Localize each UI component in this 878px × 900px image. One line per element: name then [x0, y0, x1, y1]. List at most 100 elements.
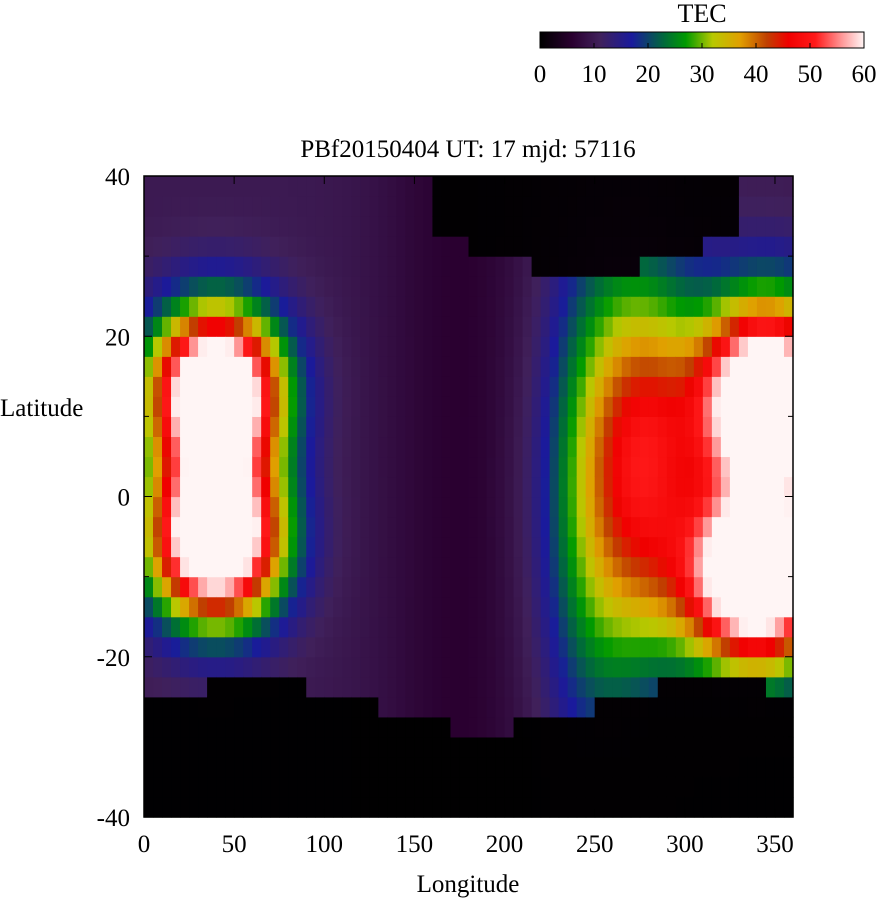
heatmap-cell	[585, 476, 596, 498]
heatmap-cell	[540, 416, 551, 438]
heatmap-cell	[243, 236, 253, 257]
heatmap-cell	[324, 596, 334, 618]
heatmap-cell	[657, 496, 668, 518]
heatmap-cell	[207, 536, 217, 558]
heatmap-cell	[342, 336, 352, 357]
heatmap-cell	[711, 396, 722, 417]
heatmap-cell	[729, 776, 740, 798]
heatmap-cell	[315, 316, 325, 337]
heatmap-cell	[477, 796, 488, 818]
heatmap-cell	[342, 276, 352, 297]
heatmap-cell	[594, 556, 605, 578]
heatmap-cell	[441, 736, 452, 758]
heatmap-cell	[513, 416, 524, 438]
heatmap-cell	[333, 616, 343, 638]
heatmap-cell	[396, 196, 406, 217]
heatmap-cell	[585, 616, 596, 638]
heatmap-cell	[342, 456, 352, 478]
heatmap-cell	[594, 676, 605, 698]
heatmap-cell	[639, 736, 650, 758]
heatmap-cell	[261, 776, 271, 798]
colorbar: TEC 0 10 20 30 40 50 60	[534, 0, 877, 88]
heatmap-cell	[684, 456, 695, 478]
heatmap-cell	[567, 596, 578, 618]
heatmap-cell	[648, 376, 659, 397]
heatmap-cell	[765, 616, 776, 638]
heatmap-cell	[234, 436, 244, 458]
heatmap-cell	[432, 676, 443, 698]
heatmap-cell	[297, 356, 307, 377]
heatmap-cell	[225, 276, 235, 297]
heatmap-cell	[234, 356, 244, 377]
heatmap-cell	[513, 196, 524, 217]
heatmap-cell	[378, 476, 388, 498]
heatmap-cell	[783, 276, 794, 297]
heatmap-cell	[549, 616, 560, 638]
heatmap-cell	[153, 456, 163, 478]
heatmap-cell	[189, 676, 199, 698]
heatmap-cell	[486, 456, 497, 478]
heatmap-cell	[612, 516, 623, 538]
heatmap-cell	[405, 236, 416, 257]
heatmap-cell	[621, 296, 632, 317]
heatmap-cell	[783, 296, 794, 317]
heatmap-cell	[216, 256, 226, 277]
heatmap-cell	[486, 356, 497, 377]
heatmap-cell	[612, 556, 623, 578]
heatmap-cell	[378, 196, 388, 217]
x-tick-label: 50	[222, 831, 247, 858]
heatmap-cell	[522, 356, 533, 377]
heatmap-cell	[603, 556, 614, 578]
heatmap-cell	[180, 716, 190, 738]
heatmap-cell	[666, 556, 677, 578]
heatmap-cell	[657, 396, 668, 417]
heatmap-cell	[468, 756, 479, 778]
heatmap-cell	[387, 616, 397, 638]
heatmap-cell	[729, 656, 740, 678]
heatmap-cell	[522, 736, 533, 758]
heatmap-cell	[603, 176, 614, 197]
heatmap-cell	[252, 176, 262, 197]
heatmap-cell	[423, 556, 434, 578]
heatmap-cell	[144, 536, 154, 558]
heatmap-cell	[765, 476, 776, 498]
heatmap-cell	[468, 736, 479, 758]
heatmap-cell	[360, 596, 370, 618]
heatmap-cell	[387, 496, 397, 518]
heatmap-cell	[549, 676, 560, 698]
heatmap-cell	[594, 376, 605, 397]
heatmap-cell	[252, 336, 262, 357]
heatmap-cell	[405, 736, 416, 758]
heatmap-cell	[729, 556, 740, 578]
heatmap-cell	[423, 216, 434, 237]
heatmap-cell	[567, 216, 578, 237]
heatmap-cell	[612, 796, 623, 818]
heatmap-cell	[261, 276, 271, 297]
heatmap-cell	[315, 616, 325, 638]
heatmap-cell	[594, 736, 605, 758]
heatmap-cell	[351, 696, 361, 718]
heatmap-cell	[324, 576, 334, 598]
heatmap-cell	[513, 216, 524, 237]
heatmap-cell	[648, 296, 659, 317]
heatmap-cell	[459, 196, 470, 217]
heatmap-cell	[144, 696, 154, 718]
heatmap-cell	[567, 496, 578, 518]
heatmap-cell	[216, 196, 226, 217]
heatmap-cell	[666, 216, 677, 237]
heatmap-cell	[324, 756, 334, 778]
heatmap-cell	[234, 456, 244, 478]
heatmap-cell	[459, 636, 470, 658]
heatmap-cell	[468, 576, 479, 598]
heatmap-cell	[459, 476, 470, 498]
heatmap-cell	[504, 476, 515, 498]
heatmap-cell	[630, 216, 641, 237]
heatmap-cell	[144, 636, 154, 658]
heatmap-cell	[648, 496, 659, 518]
heatmap-cell	[306, 336, 316, 357]
heatmap-cell	[522, 796, 533, 818]
heatmap-cell	[522, 196, 533, 217]
heatmap-cell	[369, 796, 379, 818]
heatmap-cell	[486, 476, 497, 498]
heatmap-cell	[711, 196, 722, 217]
